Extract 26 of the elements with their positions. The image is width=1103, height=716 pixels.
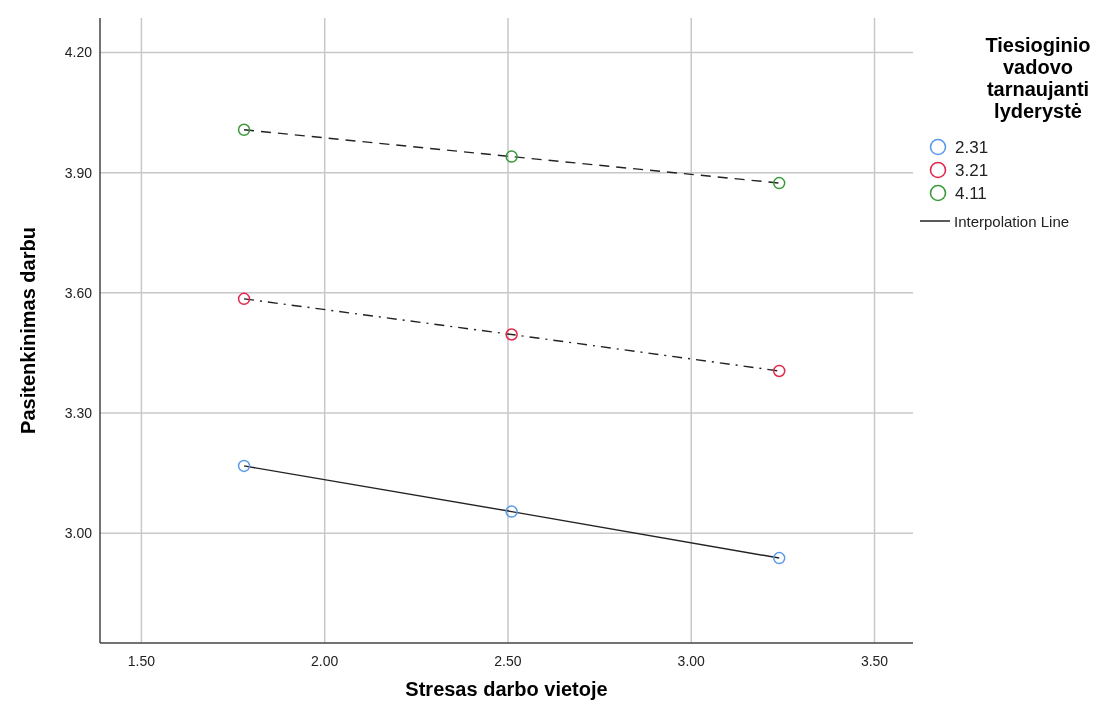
x-tick-label: 1.50 bbox=[127, 653, 156, 669]
y-tick-label: 4.20 bbox=[64, 44, 93, 61]
point bbox=[237, 459, 251, 473]
point bbox=[505, 328, 518, 341]
legend-label: 2.31 bbox=[955, 138, 989, 157]
x-tick-label: 3.00 bbox=[677, 653, 706, 669]
x-tick-label: 3.50 bbox=[860, 653, 889, 669]
point bbox=[237, 292, 251, 306]
y-tick-label: 3.30 bbox=[64, 405, 93, 422]
text: Interpolation Line bbox=[954, 213, 1070, 230]
point bbox=[237, 123, 251, 137]
point bbox=[772, 176, 786, 190]
legend-label: 3.21 bbox=[955, 161, 989, 180]
point bbox=[772, 551, 786, 565]
y-axis-title: Pasitenkinimas darbu bbox=[17, 227, 39, 434]
x-axis-title: Stresas darbo vietoje bbox=[405, 678, 608, 700]
point bbox=[505, 150, 518, 163]
point bbox=[505, 505, 518, 518]
point bbox=[772, 364, 786, 378]
legend-title: Tiesioginio vadovo tarnaujanti lyderystė bbox=[985, 34, 1091, 122]
y-tick-label: 3.90 bbox=[64, 164, 93, 181]
legend-label: 4.11 bbox=[955, 184, 987, 203]
x-tick-label: 2.00 bbox=[311, 653, 339, 669]
y-tick-label: 3.00 bbox=[64, 525, 93, 542]
y-tick-label: 3.60 bbox=[64, 284, 93, 301]
x-tick-label: 2.50 bbox=[494, 653, 522, 669]
